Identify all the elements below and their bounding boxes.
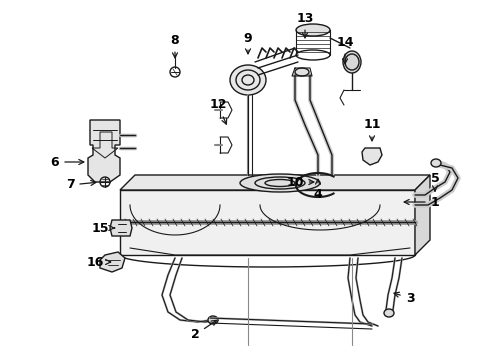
Ellipse shape: [296, 24, 330, 36]
Text: 5: 5: [431, 171, 440, 191]
Ellipse shape: [295, 68, 309, 76]
Text: 3: 3: [394, 292, 415, 305]
Text: 10: 10: [286, 175, 314, 189]
Text: 11: 11: [363, 118, 381, 141]
Text: 14: 14: [336, 36, 354, 64]
Text: 6: 6: [50, 156, 84, 168]
Ellipse shape: [208, 316, 218, 324]
Ellipse shape: [431, 159, 441, 167]
Text: 8: 8: [171, 33, 179, 58]
Ellipse shape: [230, 65, 266, 95]
Ellipse shape: [240, 174, 320, 192]
Polygon shape: [362, 148, 382, 165]
Polygon shape: [88, 120, 120, 182]
Polygon shape: [100, 252, 125, 272]
Text: 13: 13: [296, 12, 314, 38]
Polygon shape: [120, 175, 430, 190]
Text: 4: 4: [314, 179, 322, 202]
Text: 7: 7: [66, 179, 96, 192]
Text: 12: 12: [209, 99, 227, 124]
Text: 1: 1: [404, 195, 440, 208]
Polygon shape: [120, 190, 415, 255]
Text: 16: 16: [86, 256, 111, 269]
Ellipse shape: [343, 51, 361, 73]
Ellipse shape: [384, 309, 394, 317]
Text: 2: 2: [191, 320, 217, 342]
Polygon shape: [110, 220, 132, 236]
Text: 9: 9: [244, 31, 252, 54]
Text: 15: 15: [91, 221, 115, 234]
Polygon shape: [415, 175, 430, 255]
